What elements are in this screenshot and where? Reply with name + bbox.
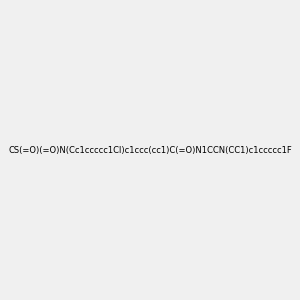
Text: CS(=O)(=O)N(Cc1ccccc1Cl)c1ccc(cc1)C(=O)N1CCN(CC1)c1ccccc1F: CS(=O)(=O)N(Cc1ccccc1Cl)c1ccc(cc1)C(=O)N… — [8, 146, 292, 154]
